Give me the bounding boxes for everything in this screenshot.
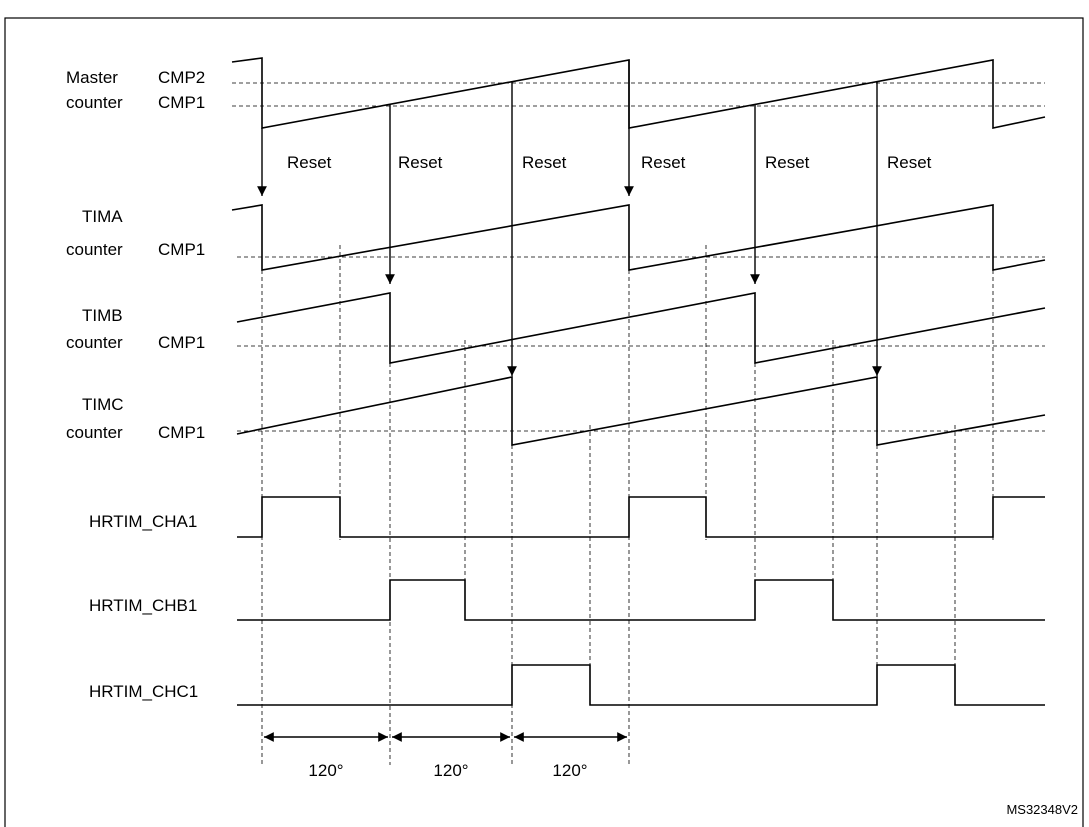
row-label: counter <box>66 93 123 112</box>
chb1-output <box>237 579 1045 621</box>
master-counter <box>231 57 1046 129</box>
row-label: counter <box>66 423 123 442</box>
compare-label: CMP1 <box>158 423 205 442</box>
compare-label: CMP1 <box>158 333 205 352</box>
row-labels: Master counter CMP2 CMP1 TIMA counter CM… <box>66 68 205 701</box>
frame <box>4 17 1084 827</box>
cha1-output <box>237 496 1045 538</box>
compare-label: CMP2 <box>158 68 205 87</box>
timb-counter <box>236 292 1046 364</box>
row-label: counter <box>66 240 123 259</box>
reset-label: Reset <box>765 153 810 172</box>
compare-lines <box>232 82 1045 432</box>
output-label: HRTIM_CHB1 <box>89 596 197 615</box>
reset-arrows: Reset Reset Reset Reset Reset Reset <box>257 60 932 376</box>
reset-label: Reset <box>641 153 686 172</box>
chc1-output <box>237 664 1045 706</box>
compare-label: CMP1 <box>158 93 205 112</box>
row-label: counter <box>66 333 123 352</box>
row-label: TIMC <box>82 395 124 414</box>
guides <box>261 245 994 765</box>
phase-label: 120° <box>308 761 343 780</box>
output-label: HRTIM_CHC1 <box>89 682 198 701</box>
compare-label: CMP1 <box>158 240 205 259</box>
row-label: TIMB <box>82 306 123 325</box>
phase-label: 120° <box>433 761 468 780</box>
row-label: TIMA <box>82 207 123 226</box>
reset-label: Reset <box>287 153 332 172</box>
row-label: Master <box>66 68 118 87</box>
reset-label: Reset <box>522 153 567 172</box>
reset-label: Reset <box>398 153 443 172</box>
phase-arrows: 120° 120° 120° <box>264 732 627 780</box>
timc-counter <box>236 376 1046 446</box>
tima-counter <box>231 204 1046 271</box>
reset-label: Reset <box>887 153 932 172</box>
phase-label: 120° <box>552 761 587 780</box>
output-label: HRTIM_CHA1 <box>89 512 197 531</box>
reference-code: MS32348V2 <box>1006 802 1078 817</box>
